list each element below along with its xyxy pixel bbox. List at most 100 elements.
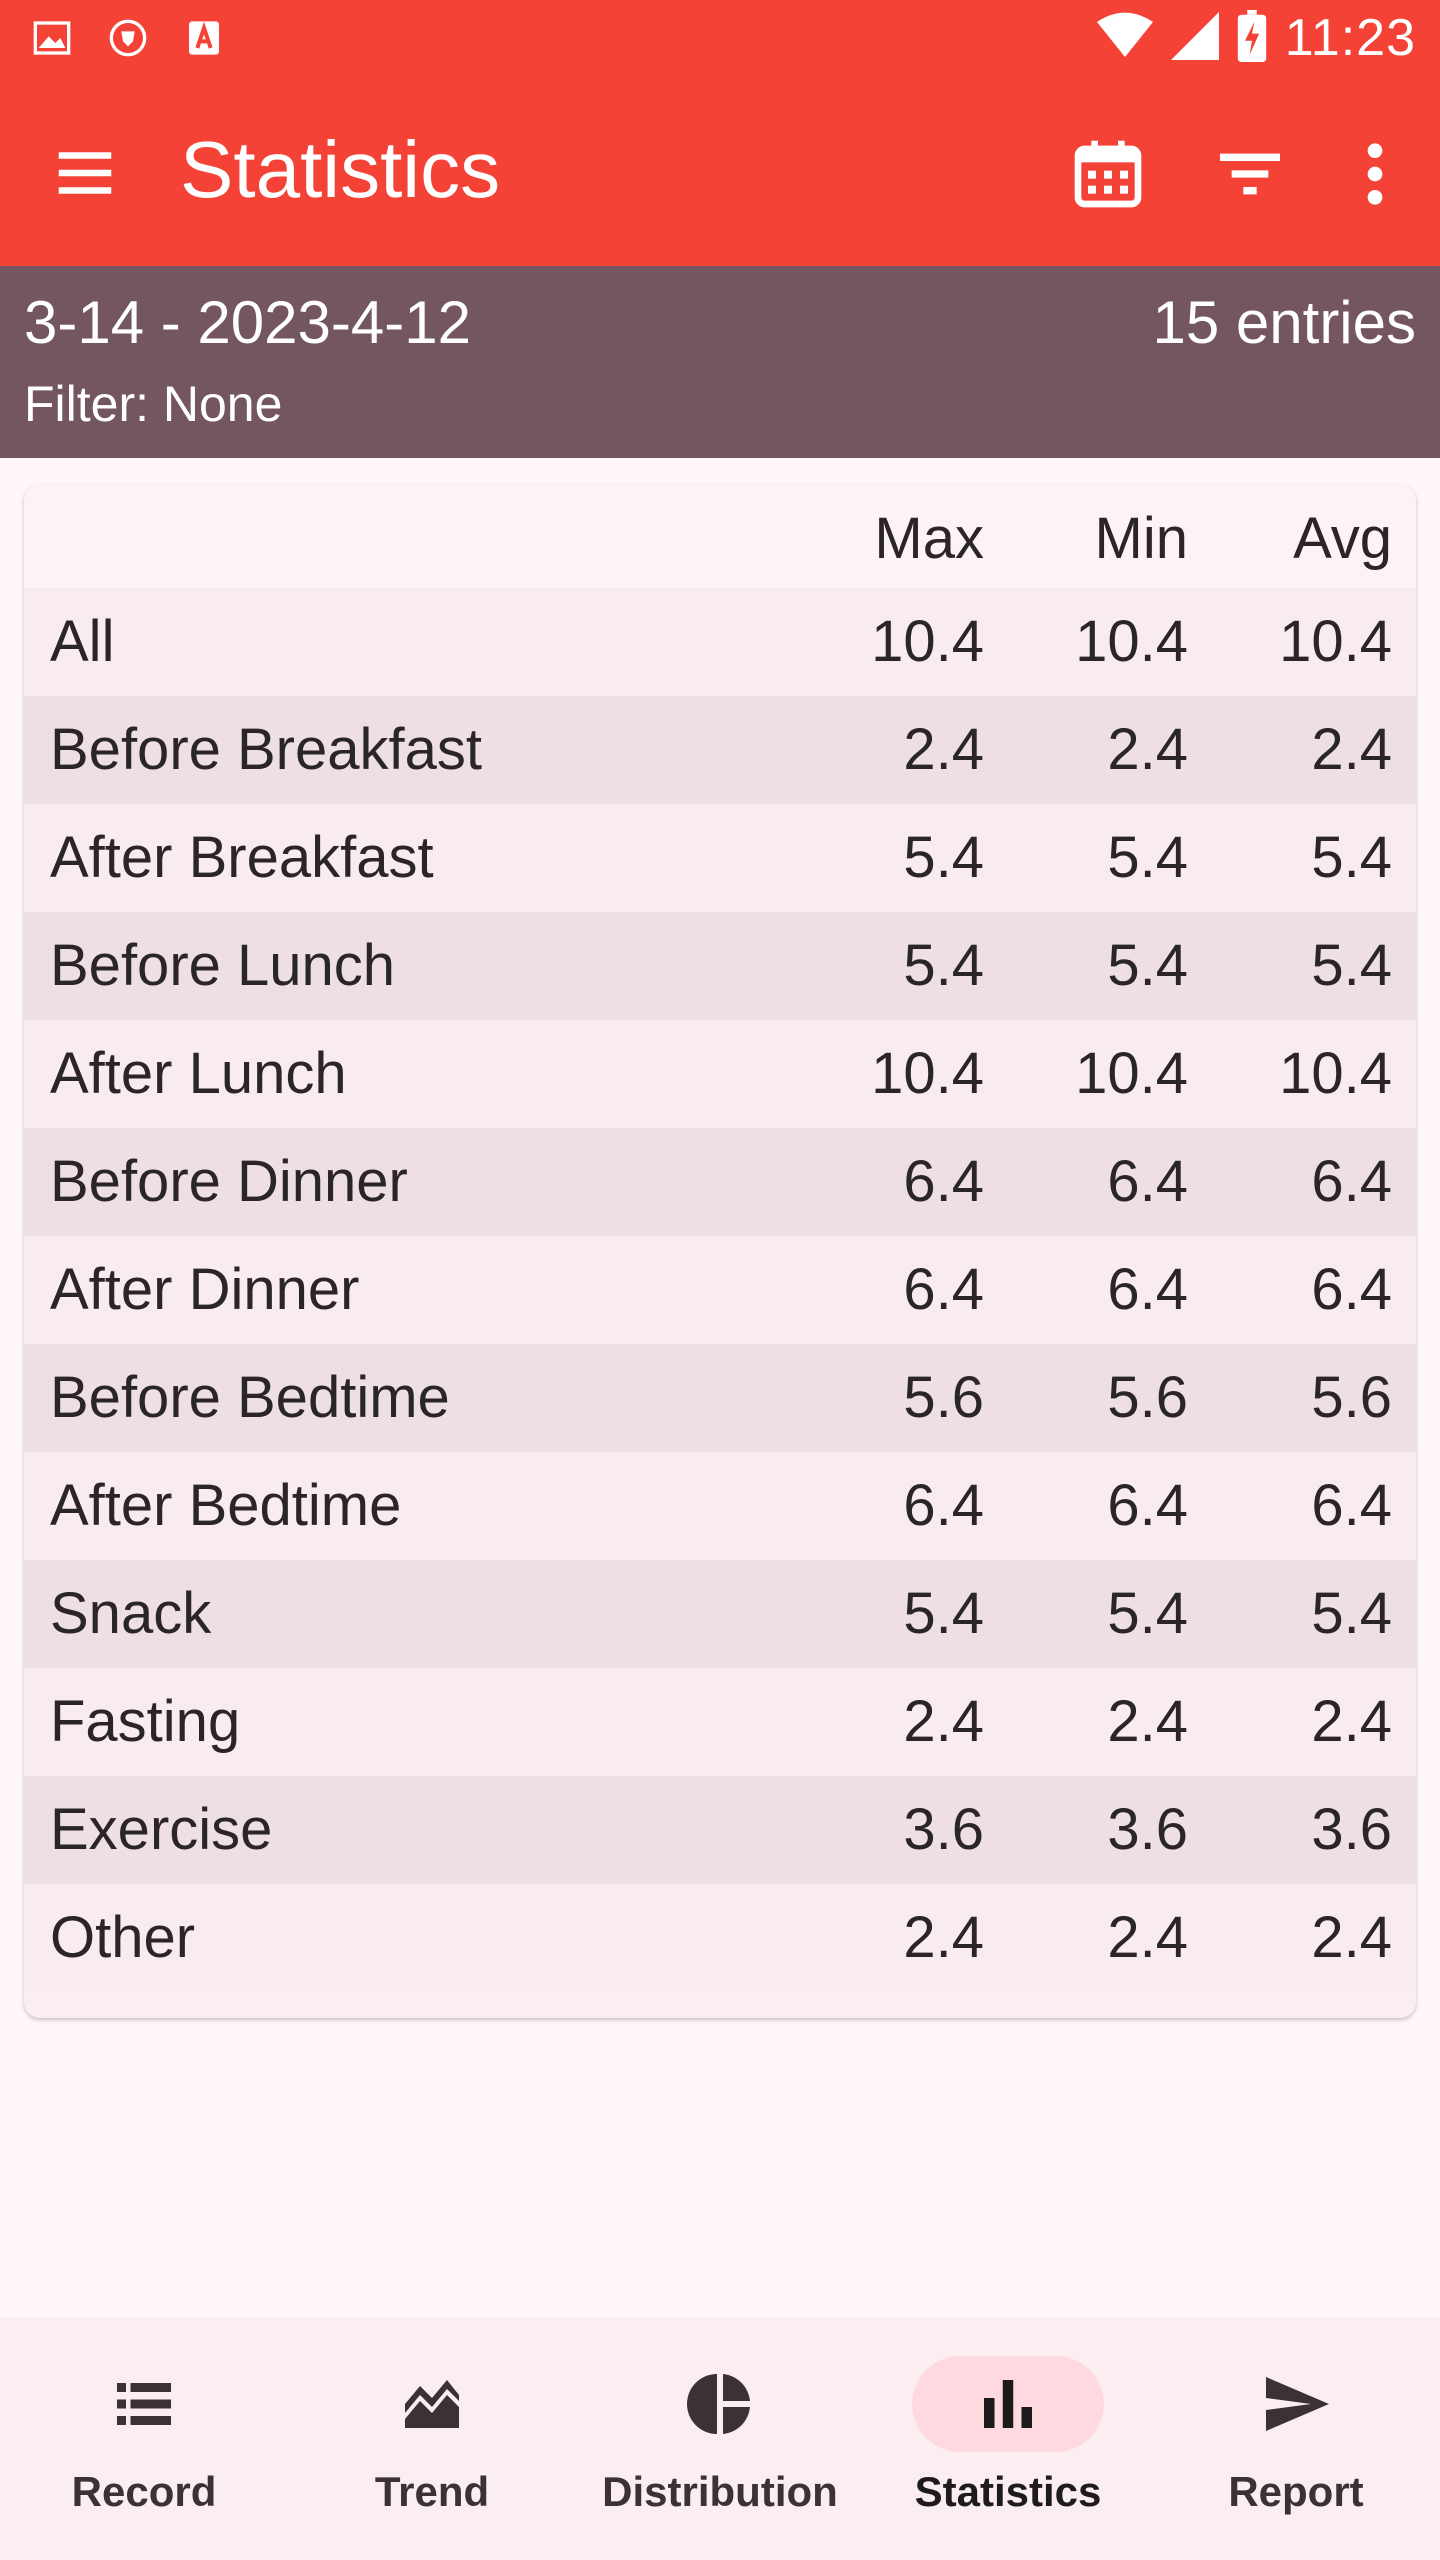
trend-icon — [405, 2380, 459, 2428]
row-label: All — [50, 609, 115, 674]
row-label: Before Lunch — [50, 933, 396, 998]
row-min: 10.4 — [1075, 609, 1188, 674]
calendar-icon — [1074, 140, 1142, 208]
row-min: 10.4 — [1075, 1041, 1188, 1106]
more-options-button[interactable] — [1350, 134, 1400, 214]
table-row: After Dinner 6.4 6.4 6.4 — [24, 1236, 1416, 1344]
app-notification-icon — [184, 18, 224, 63]
table-row: Fasting 2.4 2.4 2.4 — [24, 1668, 1416, 1776]
nav-report-label: Report — [1228, 2468, 1364, 2515]
table-row: Before Bedtime 5.6 5.6 5.6 — [24, 1344, 1416, 1452]
row-avg: 5.6 — [1311, 1365, 1392, 1430]
nav-trend-label: Trend — [374, 2468, 490, 2515]
row-label: Before Breakfast — [50, 717, 482, 782]
battery-charging-icon — [1237, 9, 1267, 67]
date-range-text: 3-14 - 2023-4-12 — [24, 289, 471, 356]
send-icon — [1266, 2377, 1329, 2431]
entry-count: 15 entries — [1152, 289, 1417, 356]
header-avg: Avg — [1293, 506, 1392, 571]
row-min: 6.4 — [1107, 1257, 1188, 1322]
table-row: Other 2.4 2.4 2.4 — [24, 1884, 1416, 1992]
row-max: 10.4 — [871, 1041, 984, 1106]
page-title: Statistics — [180, 125, 501, 214]
row-min: 2.4 — [1107, 1689, 1188, 1754]
row-min: 3.6 — [1107, 1797, 1188, 1862]
more-vert-icon — [1367, 143, 1383, 205]
row-avg: 5.4 — [1311, 825, 1392, 890]
table-row: Before Breakfast 2.4 2.4 2.4 — [24, 696, 1416, 804]
row-label: Before Bedtime — [50, 1365, 450, 1430]
shield-notification-icon — [108, 18, 148, 63]
row-avg: 2.4 — [1311, 717, 1392, 782]
table-row: Before Lunch 5.4 5.4 5.4 — [24, 912, 1416, 1020]
bar-chart-icon — [984, 2380, 1032, 2428]
row-label: Exercise — [50, 1797, 273, 1862]
nav-report[interactable]: Report — [1152, 2318, 1440, 2560]
row-min: 6.4 — [1107, 1149, 1188, 1214]
row-max: 6.4 — [903, 1257, 984, 1322]
row-max: 2.4 — [903, 717, 984, 782]
date-range-button[interactable] — [1068, 134, 1148, 214]
row-min: 5.4 — [1107, 933, 1188, 998]
row-label: After Bedtime — [50, 1473, 402, 1538]
row-max: 5.4 — [903, 1581, 984, 1646]
row-max: 2.4 — [903, 1689, 984, 1754]
row-max: 2.4 — [903, 1905, 984, 1970]
statistics-table: Max Min Avg All 10.4 10.4 10.4 Before Br… — [24, 484, 1416, 2018]
filter-button[interactable] — [1210, 134, 1290, 214]
filter-status: Filter: None — [24, 376, 283, 432]
summary-band: 3-14 - 2023-4-12 15 entries Filter: None — [0, 266, 1440, 458]
row-avg: 3.6 — [1311, 1797, 1392, 1862]
row-avg: 5.4 — [1311, 1581, 1392, 1646]
nav-distribution[interactable]: Distribution — [576, 2318, 864, 2560]
row-avg: 2.4 — [1311, 1689, 1392, 1754]
row-min: 5.4 — [1107, 825, 1188, 890]
row-max: 5.4 — [903, 825, 984, 890]
app-bar: Statistics — [0, 80, 1440, 266]
table-row: Exercise 3.6 3.6 3.6 — [24, 1776, 1416, 1884]
row-avg: 10.4 — [1279, 1041, 1392, 1106]
row-avg: 6.4 — [1311, 1473, 1392, 1538]
nav-statistics-label: Statistics — [914, 2468, 1102, 2515]
row-min: 6.4 — [1107, 1473, 1188, 1538]
row-max: 6.4 — [903, 1473, 984, 1538]
wifi-icon — [1096, 12, 1153, 65]
header-max: Max — [874, 506, 984, 571]
hamburger-menu-icon — [58, 152, 112, 194]
row-label: Before Dinner — [50, 1149, 408, 1214]
row-label: Snack — [50, 1581, 212, 1646]
status-bar: 11:23 — [0, 0, 1440, 80]
row-avg: 6.4 — [1311, 1257, 1392, 1322]
row-max: 5.4 — [903, 933, 984, 998]
row-min: 5.4 — [1107, 1581, 1188, 1646]
row-min: 2.4 — [1107, 717, 1188, 782]
row-max: 5.6 — [903, 1365, 984, 1430]
status-time: 11:23 — [1284, 9, 1416, 67]
table-header: Max Min Avg — [24, 484, 1416, 588]
pie-chart-icon — [687, 2374, 750, 2434]
table-row: After Lunch 10.4 10.4 10.4 — [24, 1020, 1416, 1128]
row-avg: 5.4 — [1311, 933, 1392, 998]
menu-button[interactable] — [50, 138, 120, 208]
row-min: 2.4 — [1107, 1905, 1188, 1970]
nav-statistics[interactable]: Statistics — [864, 2318, 1152, 2560]
row-avg: 2.4 — [1311, 1905, 1392, 1970]
bottom-navigation: Record Trend Distribution Statistics — [0, 2318, 1440, 2560]
row-label: Other — [50, 1905, 196, 1970]
nav-distribution-label: Distribution — [602, 2468, 838, 2515]
row-label: After Breakfast — [50, 825, 434, 890]
table-row: After Bedtime 6.4 6.4 6.4 — [24, 1452, 1416, 1560]
row-max: 10.4 — [871, 609, 984, 674]
nav-record-label: Record — [71, 2468, 217, 2515]
filter-icon — [1220, 153, 1280, 195]
header-min: Min — [1094, 506, 1188, 571]
nav-record[interactable]: Record — [0, 2318, 288, 2560]
table-row: After Breakfast 5.4 5.4 5.4 — [24, 804, 1416, 912]
table-row: Snack 5.4 5.4 5.4 — [24, 1560, 1416, 1668]
table-row: All 10.4 10.4 10.4 — [24, 588, 1416, 696]
row-avg: 10.4 — [1279, 609, 1392, 674]
row-min: 5.6 — [1107, 1365, 1188, 1430]
signal-icon — [1170, 11, 1219, 65]
nav-trend[interactable]: Trend — [288, 2318, 576, 2560]
row-max: 3.6 — [903, 1797, 984, 1862]
